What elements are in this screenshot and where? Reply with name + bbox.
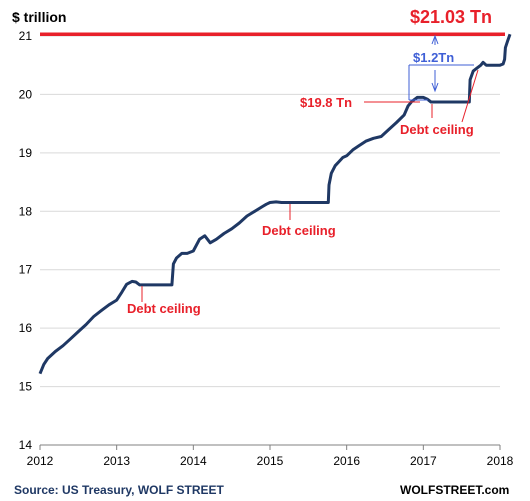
value-19-8-label: $19.8 Tn (300, 95, 352, 110)
ceiling-2-label: Debt ceiling (262, 223, 336, 238)
value-1-2-label: $1.2Tn (413, 50, 454, 65)
gridlines (40, 35, 500, 446)
x-tick-label: 2013 (103, 454, 130, 468)
y-tick-label: 16 (19, 321, 33, 335)
y-tick-label: 15 (19, 380, 33, 394)
x-tick-label: 2015 (257, 454, 284, 468)
brand-label: WOLFSTREET.com (400, 483, 509, 497)
ceiling-3-label: Debt ceiling (400, 122, 474, 137)
ceiling-1-label: Debt ceiling (127, 301, 201, 316)
y-tick-label: 21 (19, 29, 33, 43)
y-tick-label: 17 (19, 263, 33, 277)
y-tick-label: 14 (19, 438, 33, 452)
debt-series-line (38, 33, 512, 375)
y-tick-label: 18 (19, 204, 33, 218)
y-axis-ticks: 14 15 16 17 18 19 20 21 (19, 29, 33, 452)
x-tick-label: 2018 (487, 454, 514, 468)
y-axis-label: $ trillion (12, 9, 66, 25)
x-tick-label: 2012 (27, 454, 54, 468)
x-tick-label: 2016 (333, 454, 360, 468)
x-axis-ticks: 2012 2013 2014 2015 2016 2017 2018 (27, 445, 514, 468)
ceiling-3-leader-b (461, 69, 479, 123)
y-tick-label: 19 (19, 146, 33, 160)
y-tick-label: 20 (19, 87, 33, 101)
reference-line-label: $21.03 Tn (410, 7, 492, 27)
x-tick-label: 2017 (410, 454, 437, 468)
source-note: Source: US Treasury, WOLF STREET (14, 483, 224, 497)
x-tick-label: 2014 (180, 454, 207, 468)
